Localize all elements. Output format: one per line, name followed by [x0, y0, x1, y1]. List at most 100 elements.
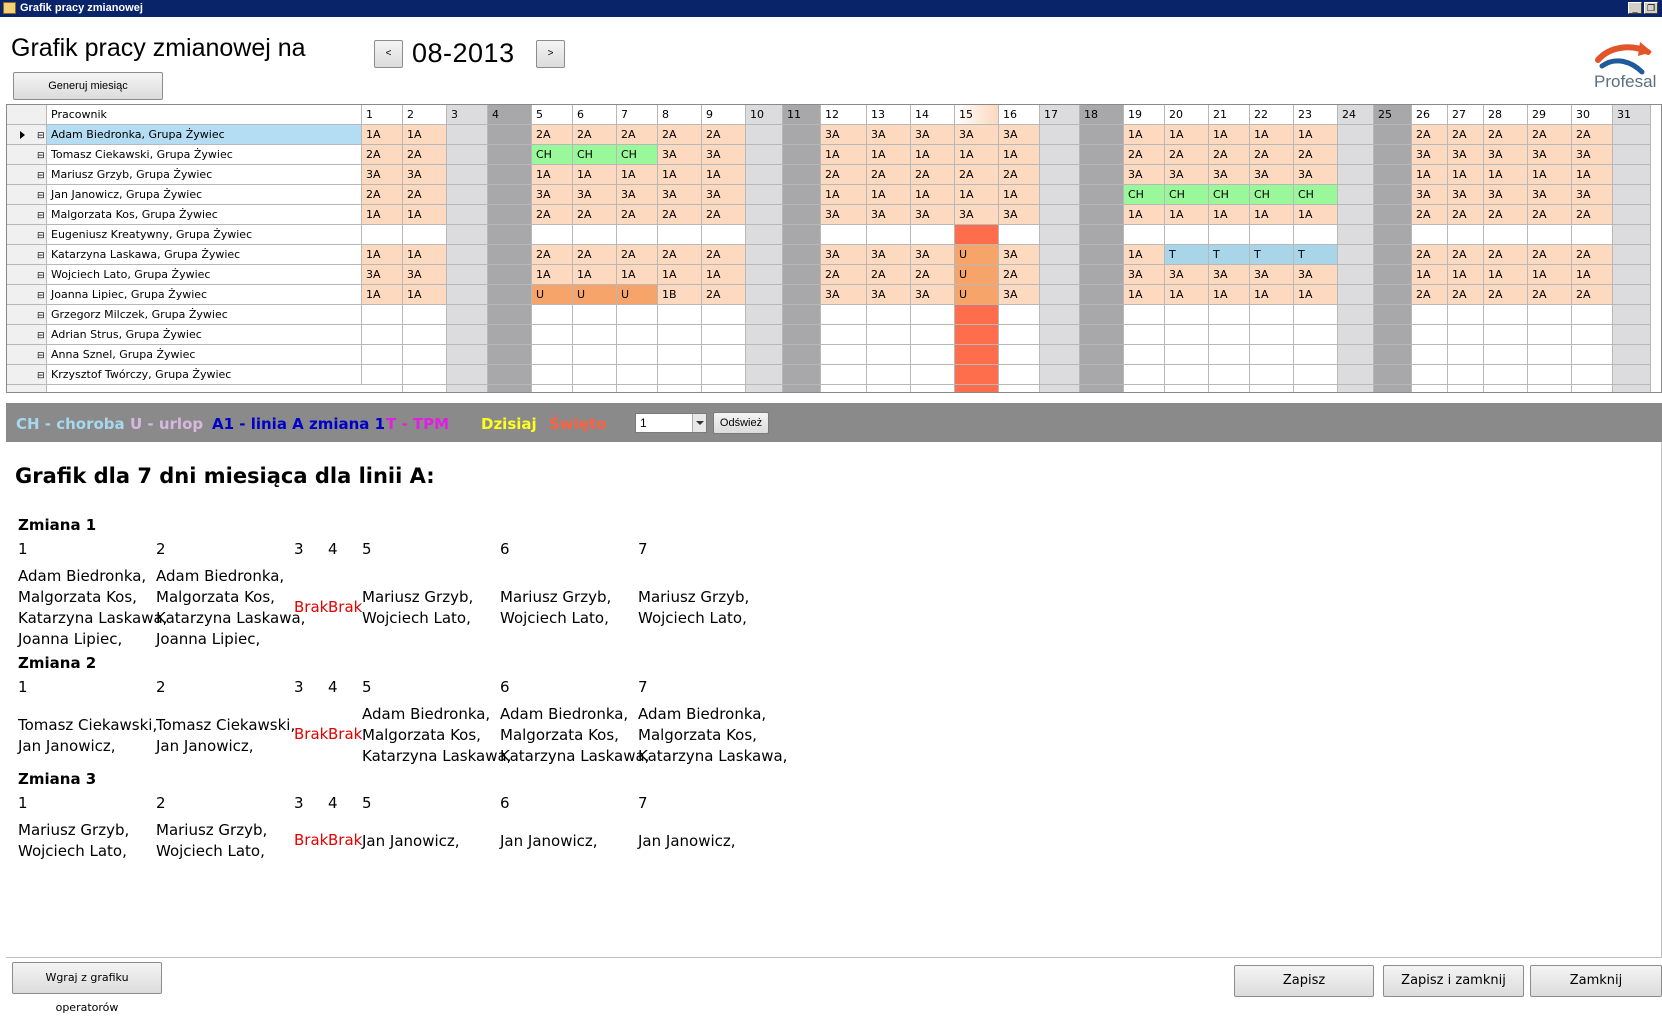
shift-cell[interactable]: [1250, 325, 1294, 345]
shift-cell[interactable]: 2A: [617, 205, 658, 225]
shift-cell[interactable]: 1A: [1572, 265, 1613, 285]
shift-cell[interactable]: 1B: [658, 285, 702, 305]
shift-cell[interactable]: [1080, 205, 1124, 225]
expand-icon[interactable]: ⊟: [37, 290, 45, 300]
shift-cell[interactable]: U: [955, 265, 999, 285]
shift-cell[interactable]: [488, 305, 532, 325]
table-row[interactable]: ⊟ Grzegorz Milczek, Grupa Żywiec: [7, 305, 1661, 325]
shift-cell[interactable]: [447, 185, 488, 205]
column-header-day[interactable]: 2: [403, 105, 447, 125]
shift-cell[interactable]: [1613, 245, 1651, 265]
shift-cell[interactable]: 2A: [702, 245, 746, 265]
shift-cell[interactable]: 2A: [1209, 145, 1250, 165]
column-header-day[interactable]: 5: [532, 105, 573, 125]
shift-cell[interactable]: [999, 325, 1040, 345]
shift-cell[interactable]: [1040, 345, 1080, 365]
shift-cell[interactable]: [783, 125, 821, 145]
column-header-day[interactable]: 1: [362, 105, 403, 125]
shift-cell[interactable]: 1A: [911, 145, 955, 165]
shift-cell[interactable]: 2A: [532, 205, 573, 225]
shift-cell[interactable]: [1613, 205, 1651, 225]
shift-cell[interactable]: [1338, 165, 1374, 185]
shift-cell[interactable]: [955, 325, 999, 345]
shift-cell[interactable]: [1080, 345, 1124, 365]
shift-cell[interactable]: [1080, 165, 1124, 185]
shift-cell[interactable]: [1209, 225, 1250, 245]
shift-cell[interactable]: 3A: [362, 165, 403, 185]
column-header-day[interactable]: 16: [999, 105, 1040, 125]
shift-cell[interactable]: 2A: [1412, 285, 1448, 305]
column-header-day[interactable]: 19: [1124, 105, 1165, 125]
shift-cell[interactable]: [1528, 365, 1572, 385]
column-header-day[interactable]: 22: [1250, 105, 1294, 125]
shift-cell[interactable]: [1338, 225, 1374, 245]
shift-cell[interactable]: 1A: [1209, 125, 1250, 145]
shift-cell[interactable]: [447, 345, 488, 365]
shift-cell[interactable]: 3A: [1528, 185, 1572, 205]
next-month-button[interactable]: >: [536, 40, 565, 68]
shift-cell[interactable]: [1040, 225, 1080, 245]
shift-cell[interactable]: 2A: [821, 265, 867, 285]
shift-cell[interactable]: [1294, 305, 1338, 325]
shift-cell[interactable]: [447, 325, 488, 345]
shift-cell[interactable]: CH: [617, 145, 658, 165]
shift-cell[interactable]: [1412, 225, 1448, 245]
shift-cell[interactable]: [617, 225, 658, 245]
shift-cell[interactable]: [911, 365, 955, 385]
shift-cell[interactable]: 3A: [867, 205, 911, 225]
shift-cell[interactable]: 1A: [1124, 285, 1165, 305]
shift-cell[interactable]: 1A: [702, 165, 746, 185]
shift-cell[interactable]: [746, 365, 783, 385]
column-header-pracownik[interactable]: Pracownik: [47, 105, 362, 125]
shift-cell[interactable]: 2A: [1528, 205, 1572, 225]
table-row[interactable]: ⊟ Tomasz Ciekawski, Grupa Żywiec 2A 2A CH CH C…: [7, 145, 1661, 165]
expand-icon[interactable]: ⊟: [37, 150, 45, 160]
shift-cell[interactable]: [999, 305, 1040, 325]
column-header-day[interactable]: 31: [1613, 105, 1651, 125]
shift-cell[interactable]: [746, 345, 783, 365]
shift-cell[interactable]: 3A: [573, 185, 617, 205]
row-header[interactable]: ⊟: [7, 165, 47, 185]
table-row[interactable]: ⊟ Mariusz Grzyb, Grupa Żywiec 3A 3A 1A 1A 1A 1A…: [7, 165, 1661, 185]
shift-cell[interactable]: [1080, 285, 1124, 305]
shift-cell[interactable]: [1124, 365, 1165, 385]
import-operators-button[interactable]: Wgraj z grafiku operatorów: [12, 962, 162, 1014]
shift-cell[interactable]: [746, 165, 783, 185]
shift-cell[interactable]: [1250, 365, 1294, 385]
shift-cell[interactable]: [488, 245, 532, 265]
shift-cell[interactable]: [1528, 325, 1572, 345]
shift-cell[interactable]: [1374, 245, 1412, 265]
shift-cell[interactable]: [746, 285, 783, 305]
shift-cell[interactable]: [1165, 345, 1209, 365]
shift-cell[interactable]: 2A: [1528, 245, 1572, 265]
shift-cell[interactable]: 1A: [403, 205, 447, 225]
shift-cell[interactable]: [362, 225, 403, 245]
shift-cell[interactable]: 1A: [1528, 165, 1572, 185]
shift-cell[interactable]: [1294, 325, 1338, 345]
shift-cell[interactable]: 2A: [1528, 125, 1572, 145]
shift-cell[interactable]: [1613, 145, 1651, 165]
shift-cell[interactable]: [1124, 305, 1165, 325]
shift-cell[interactable]: U: [532, 285, 573, 305]
shift-cell[interactable]: [1484, 365, 1528, 385]
shift-cell[interactable]: [488, 205, 532, 225]
shift-cell[interactable]: 1A: [617, 165, 658, 185]
shift-cell[interactable]: [362, 305, 403, 325]
shift-cell[interactable]: U: [955, 285, 999, 305]
expand-icon[interactable]: ⊟: [37, 210, 45, 220]
shift-cell[interactable]: [658, 325, 702, 345]
shift-cell[interactable]: [1338, 285, 1374, 305]
shift-cell[interactable]: 2A: [1484, 245, 1528, 265]
shift-cell[interactable]: [1448, 365, 1484, 385]
column-header-day[interactable]: 13: [867, 105, 911, 125]
shift-cell[interactable]: 3A: [1294, 165, 1338, 185]
shift-cell[interactable]: [1374, 125, 1412, 145]
shift-cell[interactable]: CH: [1250, 185, 1294, 205]
shift-cell[interactable]: [1412, 305, 1448, 325]
shift-cell[interactable]: [617, 305, 658, 325]
shift-cell[interactable]: [702, 225, 746, 245]
row-header[interactable]: ⊟: [7, 125, 47, 145]
shift-cell[interactable]: [746, 265, 783, 285]
shift-cell[interactable]: 2A: [911, 165, 955, 185]
shift-cell[interactable]: CH: [532, 145, 573, 165]
